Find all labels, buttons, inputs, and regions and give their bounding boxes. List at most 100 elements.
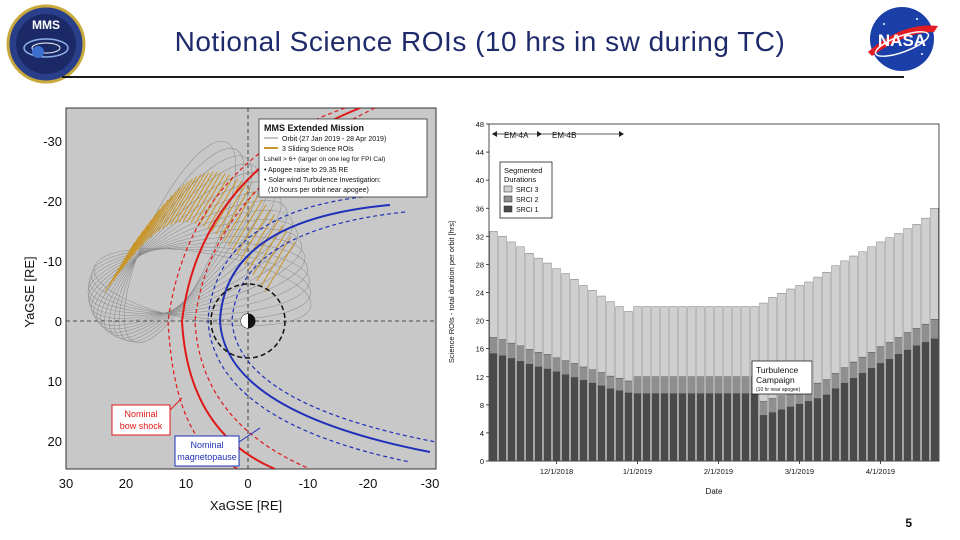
bar-y-tick-label: 44: [476, 148, 484, 157]
bar-segment: [867, 368, 876, 462]
roi-segment: [260, 236, 292, 287]
bar-segment: [894, 337, 903, 355]
roi-segment: [125, 214, 156, 265]
roi-segment: [190, 172, 222, 223]
bar-segment: [498, 339, 507, 356]
orbit-ellipse: [93, 248, 312, 326]
roi-segment: [137, 199, 169, 251]
orbit-legend-item: • Apogee raise to 29.35 RE: [264, 167, 349, 174]
orbit-ellipse: [91, 248, 311, 320]
bar-segment: [831, 373, 840, 389]
roi-segment: [112, 230, 144, 282]
orbit-x-tick-label: 0: [244, 476, 251, 491]
orbit-ellipse: [108, 163, 261, 339]
bar-y-tick-label: 24: [476, 289, 484, 298]
bar-segment: [561, 360, 570, 375]
bar-segment: [561, 374, 570, 462]
orbit-ellipse: [88, 228, 302, 316]
bar-segment: [579, 380, 588, 462]
bar-segment: [804, 401, 813, 462]
bar-segment: [696, 376, 705, 394]
bar-segment: [930, 208, 939, 320]
bar-segment: [723, 376, 732, 394]
bar-segment: [660, 393, 669, 462]
bar-segment: [885, 342, 894, 360]
bar-segment: [552, 268, 561, 358]
bar-segment: [867, 352, 876, 369]
bar-segment: [588, 382, 597, 462]
bar-segment: [921, 342, 930, 462]
phase-label-em4b: EM-4B: [552, 131, 576, 140]
bar-legend-title-line1: Segmented: [504, 166, 542, 175]
orbit-plot: MMS Extended Mission Orbit (27 Jan 2019 …: [22, 107, 439, 513]
bar-legend-item: SRCI 2: [516, 197, 539, 204]
bar-segment: [903, 332, 912, 351]
bar-segment: [687, 376, 696, 394]
bow-shock-dashed-inner: [194, 108, 376, 469]
orbit-x-tick-label: -20: [359, 476, 378, 491]
bar-y-tick-label: 12: [476, 373, 484, 382]
bar-segment: [534, 366, 543, 462]
roi-segment: [231, 199, 263, 251]
orbit-y-tick-label: 10: [48, 374, 62, 389]
bar-segment: [660, 306, 669, 377]
bar-y-tick-label: 4: [480, 429, 484, 438]
bar-segment: [768, 412, 777, 462]
bar-segment: [588, 369, 597, 384]
orbit-legend-item: 3 Sliding Science ROIs: [282, 146, 354, 153]
bar-segment: [678, 306, 687, 377]
roi-segment: [207, 178, 238, 230]
bar-segment: [813, 398, 822, 462]
mms-logo: MMS: [6, 4, 86, 84]
roi-segment: [141, 195, 173, 246]
bar-segment: [732, 306, 741, 377]
bar-segment: [687, 393, 696, 462]
orbit-legend-item: Orbit (27 Jan 2019 - 28 Apr 2019): [282, 136, 386, 143]
bar-segment: [579, 366, 588, 381]
bar-segment: [552, 357, 561, 372]
bar-y-tick-label: 16: [476, 345, 484, 354]
bar-segment: [849, 378, 858, 462]
bar-segment: [858, 373, 867, 462]
bar-segment: [930, 338, 939, 462]
orbit-ellipse: [89, 246, 310, 316]
bar-segment: [750, 393, 759, 462]
bar-segment: [840, 382, 849, 462]
orbit-y-tick-label: -10: [43, 254, 62, 269]
bar-segment: [525, 253, 534, 350]
roi-segment: [129, 209, 161, 260]
bar-segment: [615, 390, 624, 462]
bar-segment: [561, 273, 570, 361]
bar-y-tick-label: 32: [476, 232, 484, 241]
bar-segment: [732, 376, 741, 394]
bar-segment: [624, 392, 633, 462]
roi-segment: [239, 209, 271, 260]
bar-y-tick-label: 36: [476, 204, 484, 213]
orbit-y-tick-label: 0: [55, 314, 62, 329]
bar-legend-item: SRCI 3: [516, 187, 539, 194]
bar-segment: [759, 415, 768, 462]
roi-segment: [174, 173, 206, 224]
bar-segment: [822, 379, 831, 396]
bar-segment: [912, 224, 921, 329]
bar-segment: [840, 260, 849, 368]
earth-dayside: [241, 314, 248, 328]
roi-segment: [120, 219, 152, 271]
orbit-x-tick-label: 30: [59, 476, 73, 491]
bar-segment: [669, 393, 678, 462]
nasa-logo-text: NASA: [878, 31, 926, 50]
orbit-legend-item: Lshell > 6+ (larger on one leg for FPI C…: [264, 156, 385, 163]
bar-segment: [714, 393, 723, 462]
roi-segment: [244, 214, 275, 265]
bar-segment: [903, 349, 912, 462]
bar-segment: [678, 376, 687, 394]
orbit-legend-item: (10 hours per orbit near apogee): [268, 187, 369, 194]
bar-x-ticks: 12/1/2018 1/1/2019 2/1/2019 3/1/2019 4/1/201…: [540, 461, 895, 476]
bar-segment: [507, 358, 516, 462]
bar-segment: [570, 377, 579, 462]
roi-segment: [108, 236, 140, 287]
orbit-legend-item: • Solar wind Turbulence Investigation:: [264, 177, 381, 184]
bar-segment: [498, 236, 507, 340]
bar-x-tick-label: 1/1/2019: [623, 467, 652, 476]
